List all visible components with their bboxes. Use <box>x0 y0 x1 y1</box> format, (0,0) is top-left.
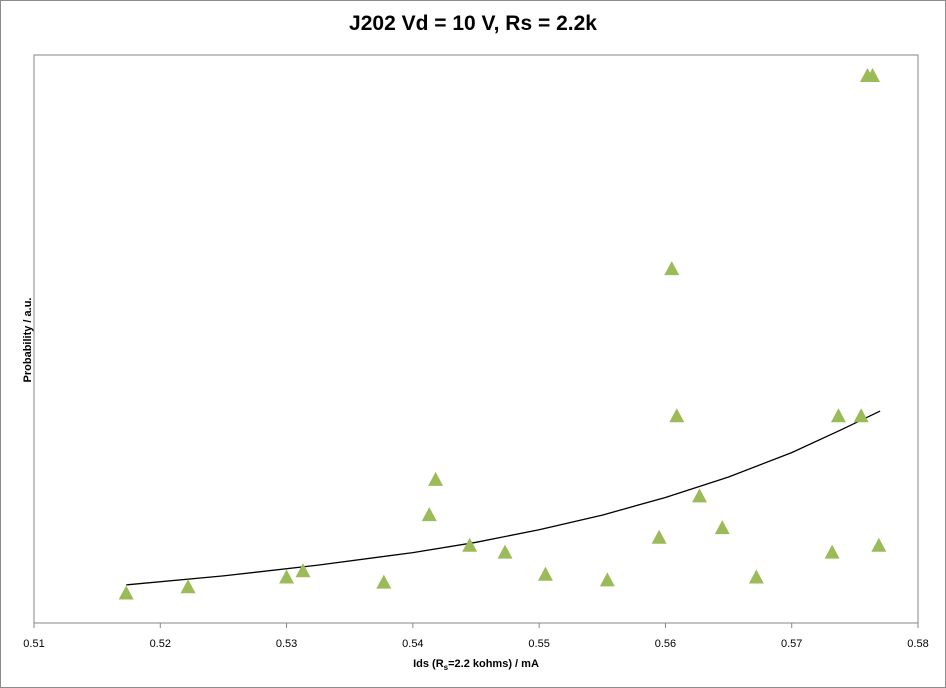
data-points <box>118 68 887 600</box>
data-point <box>664 261 680 276</box>
y-axis-label: Probability / a.u. <box>22 298 34 383</box>
x-tick-label: 0.58 <box>907 638 928 650</box>
x-tick-label: 0.51 <box>23 638 44 650</box>
data-point <box>376 574 392 589</box>
x-axis: 0.51 0.52 0.53 0.54 0.55 0.56 0.57 0.58 <box>23 623 929 650</box>
data-point <box>865 68 881 83</box>
x-tick-label: 0.52 <box>150 638 171 650</box>
data-point <box>599 572 615 587</box>
data-point <box>692 488 708 503</box>
data-point <box>295 563 311 578</box>
x-axis-label: Ids (Rs=2.2 kohms) / mA <box>413 658 539 672</box>
data-point <box>830 408 846 423</box>
x-tick-label: 0.57 <box>781 638 802 650</box>
x-axis-label-part-1: Ids (R <box>413 658 444 670</box>
x-axis-label-subscript: s <box>444 663 449 672</box>
x-tick-label: 0.56 <box>655 638 676 650</box>
data-point <box>421 507 437 522</box>
data-point <box>180 579 196 594</box>
data-point <box>537 566 553 581</box>
x-tick-label: 0.53 <box>276 638 297 650</box>
data-point <box>428 471 444 486</box>
x-axis-label-part-2: =2.2 kohms) / mA <box>448 658 539 670</box>
data-point <box>651 529 667 544</box>
data-point <box>497 544 513 559</box>
chart-title: J202 Vd = 10 V, Rs = 2.2k <box>349 12 597 35</box>
data-point <box>669 408 685 423</box>
data-point <box>462 537 478 552</box>
plot-area-border <box>33 54 919 624</box>
data-point <box>824 544 840 559</box>
x-tick-label: 0.54 <box>402 638 423 650</box>
data-point <box>279 569 295 584</box>
data-point <box>853 408 869 423</box>
trendline <box>126 410 881 586</box>
trendline-group <box>126 410 881 586</box>
data-point <box>871 537 887 552</box>
data-point <box>714 520 730 535</box>
data-point <box>118 585 134 600</box>
x-tick-label: 0.55 <box>528 638 549 650</box>
data-point <box>748 569 764 584</box>
